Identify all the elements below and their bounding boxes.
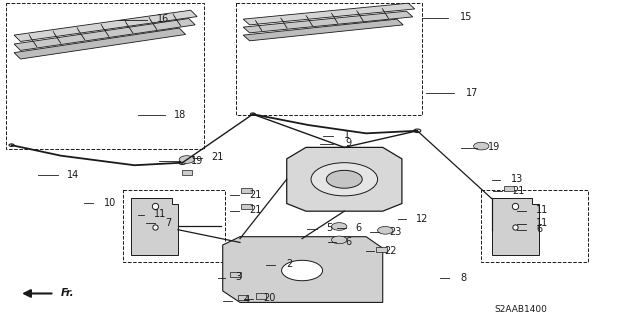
Text: 11: 11 xyxy=(154,209,166,219)
Polygon shape xyxy=(241,204,252,209)
Polygon shape xyxy=(287,147,402,211)
Text: 19: 19 xyxy=(191,156,203,166)
Circle shape xyxy=(414,129,420,132)
Circle shape xyxy=(326,170,362,188)
Polygon shape xyxy=(243,11,413,33)
Circle shape xyxy=(332,223,347,230)
Text: 11: 11 xyxy=(536,205,548,215)
Text: 22: 22 xyxy=(384,246,397,256)
Polygon shape xyxy=(256,293,266,299)
Text: 13: 13 xyxy=(511,174,523,184)
Polygon shape xyxy=(14,10,197,41)
Polygon shape xyxy=(14,28,186,59)
Polygon shape xyxy=(230,272,241,277)
Polygon shape xyxy=(243,3,415,25)
Text: 23: 23 xyxy=(389,226,401,237)
Text: Fr.: Fr. xyxy=(61,288,74,299)
Text: 9: 9 xyxy=(346,138,352,148)
Text: 21: 21 xyxy=(211,152,223,162)
Circle shape xyxy=(378,226,393,234)
Text: S2AAB1400: S2AAB1400 xyxy=(494,305,547,314)
Circle shape xyxy=(332,236,347,244)
Text: 20: 20 xyxy=(264,293,276,303)
Text: 7: 7 xyxy=(165,218,172,228)
Circle shape xyxy=(311,163,378,196)
Text: 21: 21 xyxy=(250,189,262,200)
Text: 11: 11 xyxy=(536,218,548,228)
Circle shape xyxy=(474,142,489,150)
Polygon shape xyxy=(241,188,252,193)
Circle shape xyxy=(179,156,195,163)
Polygon shape xyxy=(182,170,192,175)
Text: 6: 6 xyxy=(536,224,543,234)
Text: 6: 6 xyxy=(346,237,352,247)
Circle shape xyxy=(250,113,255,115)
Text: 4: 4 xyxy=(243,295,250,306)
Text: 21: 21 xyxy=(250,205,262,215)
Polygon shape xyxy=(14,19,195,50)
Polygon shape xyxy=(223,237,383,302)
Polygon shape xyxy=(131,198,178,255)
Text: 3: 3 xyxy=(236,272,242,282)
Text: 12: 12 xyxy=(416,213,428,224)
Polygon shape xyxy=(492,198,539,255)
Circle shape xyxy=(179,161,186,164)
Circle shape xyxy=(282,260,323,281)
Text: 15: 15 xyxy=(460,11,472,22)
Text: 10: 10 xyxy=(104,197,116,208)
Polygon shape xyxy=(504,186,514,191)
Polygon shape xyxy=(243,19,403,41)
Text: 16: 16 xyxy=(157,13,169,24)
Text: 17: 17 xyxy=(466,87,478,98)
Text: 2: 2 xyxy=(287,259,293,269)
Text: 18: 18 xyxy=(174,110,186,120)
Circle shape xyxy=(9,144,14,146)
Polygon shape xyxy=(376,247,387,252)
Text: 21: 21 xyxy=(512,186,524,196)
Polygon shape xyxy=(182,156,192,161)
Text: 14: 14 xyxy=(67,170,79,180)
Text: 8: 8 xyxy=(461,272,467,283)
Polygon shape xyxy=(238,295,248,300)
Text: 5: 5 xyxy=(326,223,333,234)
Text: 6: 6 xyxy=(355,223,362,233)
Text: 1: 1 xyxy=(344,130,351,140)
Text: 19: 19 xyxy=(488,142,500,152)
